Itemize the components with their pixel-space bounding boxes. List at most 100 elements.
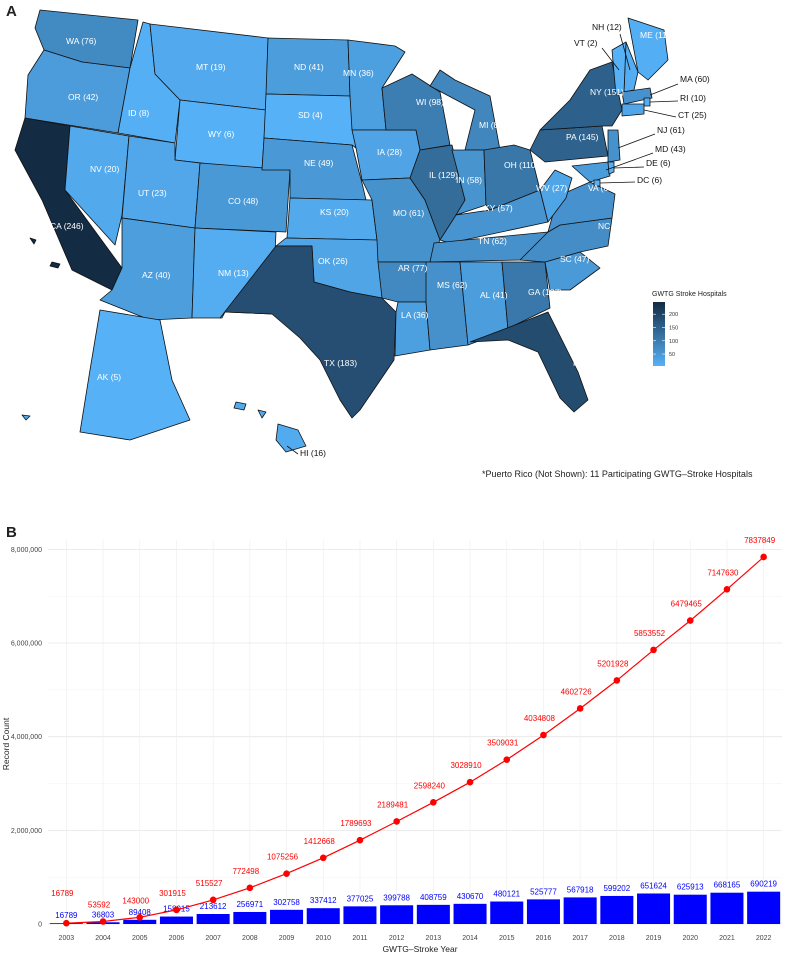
state-label-nc: NC (70) xyxy=(598,221,628,231)
line-point-2014 xyxy=(466,778,474,786)
state-label-me: ME (11) xyxy=(640,30,670,40)
x-tick-label: 2017 xyxy=(572,935,588,942)
panel-b-letter: B xyxy=(6,524,17,541)
state-label-az: AZ (40) xyxy=(142,270,171,280)
line-point-2010 xyxy=(319,854,327,862)
bar-value-label: 525777 xyxy=(530,887,557,896)
bar-value-label: 625913 xyxy=(677,883,704,892)
bar-2007 xyxy=(196,913,230,924)
x-tick-label: 2014 xyxy=(462,935,478,942)
y-tick-label: 6,000,000 xyxy=(11,641,42,648)
island-shape xyxy=(233,401,247,411)
line-point-2015 xyxy=(503,756,511,763)
state-label-ms: MS (62) xyxy=(437,280,467,290)
bar-2021 xyxy=(710,892,744,924)
x-tick-label: 2003 xyxy=(59,935,75,942)
state-label-mi: MI (82) xyxy=(479,120,506,130)
bar-value-label: 690219 xyxy=(750,880,777,889)
state-label-sc: SC (47) xyxy=(560,254,589,264)
line-point-2003 xyxy=(63,919,70,927)
bar-2010 xyxy=(306,908,340,924)
state-label-ar: AR (77) xyxy=(398,263,427,273)
line-point-2005 xyxy=(136,914,144,921)
bar-value-label: 89408 xyxy=(129,908,152,917)
state-label-hi: HI (16) xyxy=(300,448,326,458)
leader-line-de xyxy=(613,166,645,169)
x-tick-label: 2010 xyxy=(315,935,331,942)
line-point-2022 xyxy=(760,553,767,561)
bar-2009 xyxy=(270,909,304,924)
state-label-wi: WI (98) xyxy=(416,97,444,107)
state-md xyxy=(571,161,611,183)
line-value-label: 2598240 xyxy=(414,781,446,790)
state-label-nv: NV (20) xyxy=(90,164,119,174)
legend-tick-label: 150 xyxy=(669,325,678,331)
x-tick-label: 2016 xyxy=(536,935,552,942)
line-value-label: 1789693 xyxy=(340,819,372,828)
panel-a-letter: A xyxy=(6,3,17,20)
state-la xyxy=(394,301,431,357)
line-value-label: 4034808 xyxy=(524,714,556,723)
x-tick-label: 2008 xyxy=(242,935,258,942)
legend-title: GWTG Stroke Hospitals xyxy=(652,291,727,298)
bar-value-label: 567918 xyxy=(567,885,594,894)
leader-line-vt xyxy=(601,47,620,71)
line-point-2009 xyxy=(283,870,290,877)
bar-2016 xyxy=(526,899,560,924)
state-label-ne: NE (49) xyxy=(304,158,333,168)
bar-2008 xyxy=(233,911,267,924)
x-tick-label: 2004 xyxy=(95,935,111,942)
state-label-ca: CA (246) xyxy=(50,221,84,231)
state-label-ks: KS (20) xyxy=(320,207,349,217)
state-label-ny: NY (151) xyxy=(590,87,624,97)
bar-2015 xyxy=(490,901,524,924)
y-tick-label: 4,000,000 xyxy=(11,734,42,741)
line-value-label: 1412668 xyxy=(304,837,336,846)
puerto-rico-footnote: *Puerto Rico (Not Shown): 11 Participati… xyxy=(482,469,753,479)
state-label-fl: FL (187) xyxy=(573,358,605,368)
y-axis-label: Record Count xyxy=(1,717,11,770)
state-in xyxy=(451,149,487,216)
line-value-label: 2189481 xyxy=(377,800,409,809)
bar-value-label: 599202 xyxy=(603,884,630,893)
line-value-label: 7837849 xyxy=(744,536,776,545)
state-label-ia: IA (28) xyxy=(377,147,402,157)
state-label-ok: OK (26) xyxy=(318,256,348,266)
legend-tick-label: 50 xyxy=(669,352,675,358)
leader-line-ri xyxy=(649,100,679,103)
bar-value-label: 480121 xyxy=(493,890,520,899)
island-shape xyxy=(29,237,37,245)
state-label-mn: MN (36) xyxy=(343,68,374,78)
x-tick-label: 2022 xyxy=(756,935,772,942)
bar-value-label: 377025 xyxy=(347,894,374,903)
line-point-2016 xyxy=(540,731,547,739)
line-value-label: 16789 xyxy=(51,889,74,898)
state-dc xyxy=(593,179,601,187)
line-point-2008 xyxy=(246,884,254,892)
line-value-label: 3028910 xyxy=(450,761,482,770)
x-tick-label: 2009 xyxy=(279,935,295,942)
bar-2014 xyxy=(453,903,487,924)
bar-2011 xyxy=(343,906,377,924)
bar-2018 xyxy=(600,895,634,924)
y-tick-label: 0 xyxy=(38,922,42,929)
line-point-2011 xyxy=(356,836,364,844)
bar-2017 xyxy=(563,897,597,924)
leader-line-ma xyxy=(649,83,679,96)
state-label-ct: CT (25) xyxy=(678,110,707,120)
state-wv xyxy=(539,169,573,223)
state-label-mo: MO (61) xyxy=(393,208,424,218)
state-ct xyxy=(621,103,645,117)
x-tick-label: 2020 xyxy=(682,935,698,942)
state-label-de: DE (6) xyxy=(646,158,671,168)
bar-value-label: 302758 xyxy=(273,898,300,907)
line-value-label: 143000 xyxy=(122,896,149,905)
line-point-2013 xyxy=(430,799,437,806)
bar-value-label: 668165 xyxy=(714,881,741,890)
state-label-co: CO (48) xyxy=(228,196,258,206)
leader-line-nj xyxy=(617,133,656,149)
record-count-chart: 0 2,000,000 4,000,000 6,000,000 8,000,000 16… xyxy=(1,536,782,954)
state-nj xyxy=(607,129,621,163)
leader-line-md xyxy=(605,152,654,171)
state-ma xyxy=(621,87,653,105)
